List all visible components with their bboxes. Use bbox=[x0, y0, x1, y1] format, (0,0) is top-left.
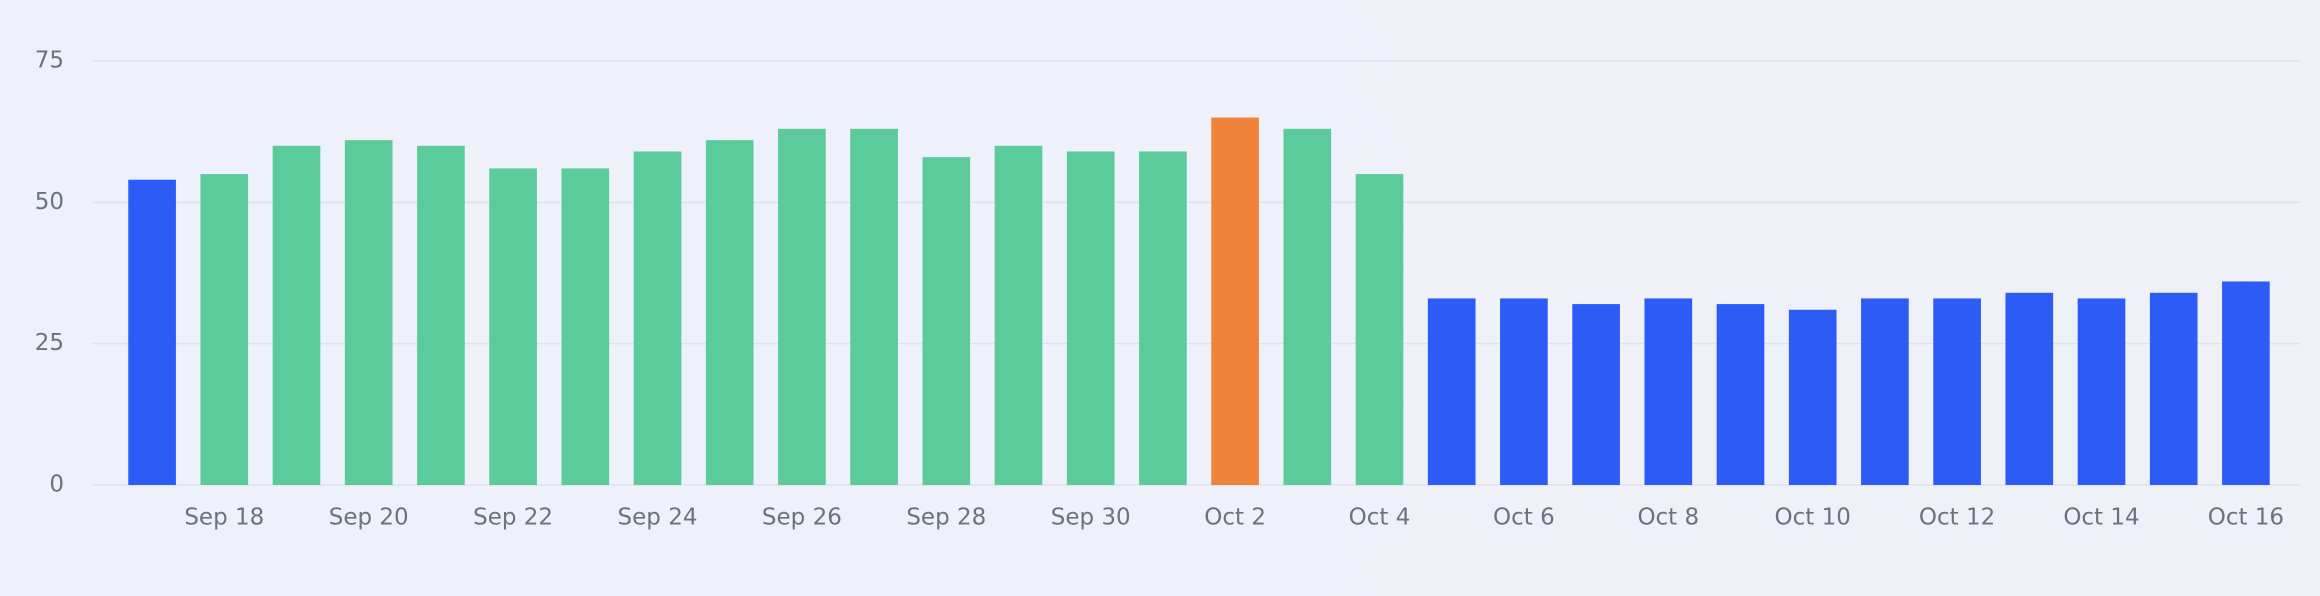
x-tick-label: Sep 18 bbox=[184, 505, 264, 531]
bar bbox=[417, 145, 465, 486]
bar bbox=[1933, 298, 1981, 485]
bar bbox=[1283, 128, 1332, 485]
x-tick-label: Oct 8 bbox=[1637, 505, 1699, 531]
y-tick-label: 25 bbox=[35, 330, 64, 356]
x-tick-label: Sep 28 bbox=[906, 505, 986, 531]
x-tick-label: Oct 4 bbox=[1349, 505, 1411, 531]
bar bbox=[1139, 151, 1187, 485]
bar bbox=[778, 128, 826, 485]
bar bbox=[633, 151, 682, 485]
bar bbox=[489, 168, 537, 485]
bar bbox=[2005, 292, 2054, 485]
bar bbox=[1427, 298, 1476, 485]
bar bbox=[200, 174, 249, 486]
x-tick-label: Sep 26 bbox=[762, 505, 842, 531]
bar bbox=[1861, 298, 1909, 485]
bar bbox=[1500, 298, 1548, 485]
y-tick-label: 0 bbox=[49, 472, 64, 498]
bar bbox=[1066, 151, 1115, 485]
x-tick-label: Oct 12 bbox=[1919, 505, 1995, 531]
bar bbox=[2149, 292, 2198, 485]
bar bbox=[128, 179, 176, 485]
x-tick-label: Sep 20 bbox=[329, 505, 409, 531]
y-tick-label: 50 bbox=[35, 189, 64, 215]
bar bbox=[1572, 304, 1620, 485]
bar bbox=[994, 145, 1043, 486]
x-tick-label: Sep 22 bbox=[473, 505, 553, 531]
x-tick-label: Oct 16 bbox=[2208, 505, 2284, 531]
bar bbox=[1788, 309, 1837, 485]
bar bbox=[2222, 281, 2270, 485]
bar bbox=[922, 157, 971, 485]
bar bbox=[705, 140, 754, 485]
x-tick-label: Sep 24 bbox=[618, 505, 698, 531]
x-tick-label: Oct 10 bbox=[1775, 505, 1851, 531]
bar bbox=[344, 140, 393, 485]
x-tick-label: Oct 2 bbox=[1204, 505, 1266, 531]
x-tick-label: Sep 30 bbox=[1051, 505, 1131, 531]
x-tick-label: Oct 14 bbox=[2063, 505, 2139, 531]
y-tick-label: 75 bbox=[35, 48, 64, 74]
bar bbox=[1716, 304, 1765, 485]
x-tick-label: Oct 6 bbox=[1493, 505, 1555, 531]
bar bbox=[1211, 117, 1259, 486]
bar bbox=[272, 145, 321, 486]
bar bbox=[1644, 298, 1693, 485]
bar bbox=[850, 128, 898, 485]
bar bbox=[2077, 298, 2126, 485]
bar bbox=[1355, 174, 1404, 486]
bar bbox=[561, 168, 610, 485]
